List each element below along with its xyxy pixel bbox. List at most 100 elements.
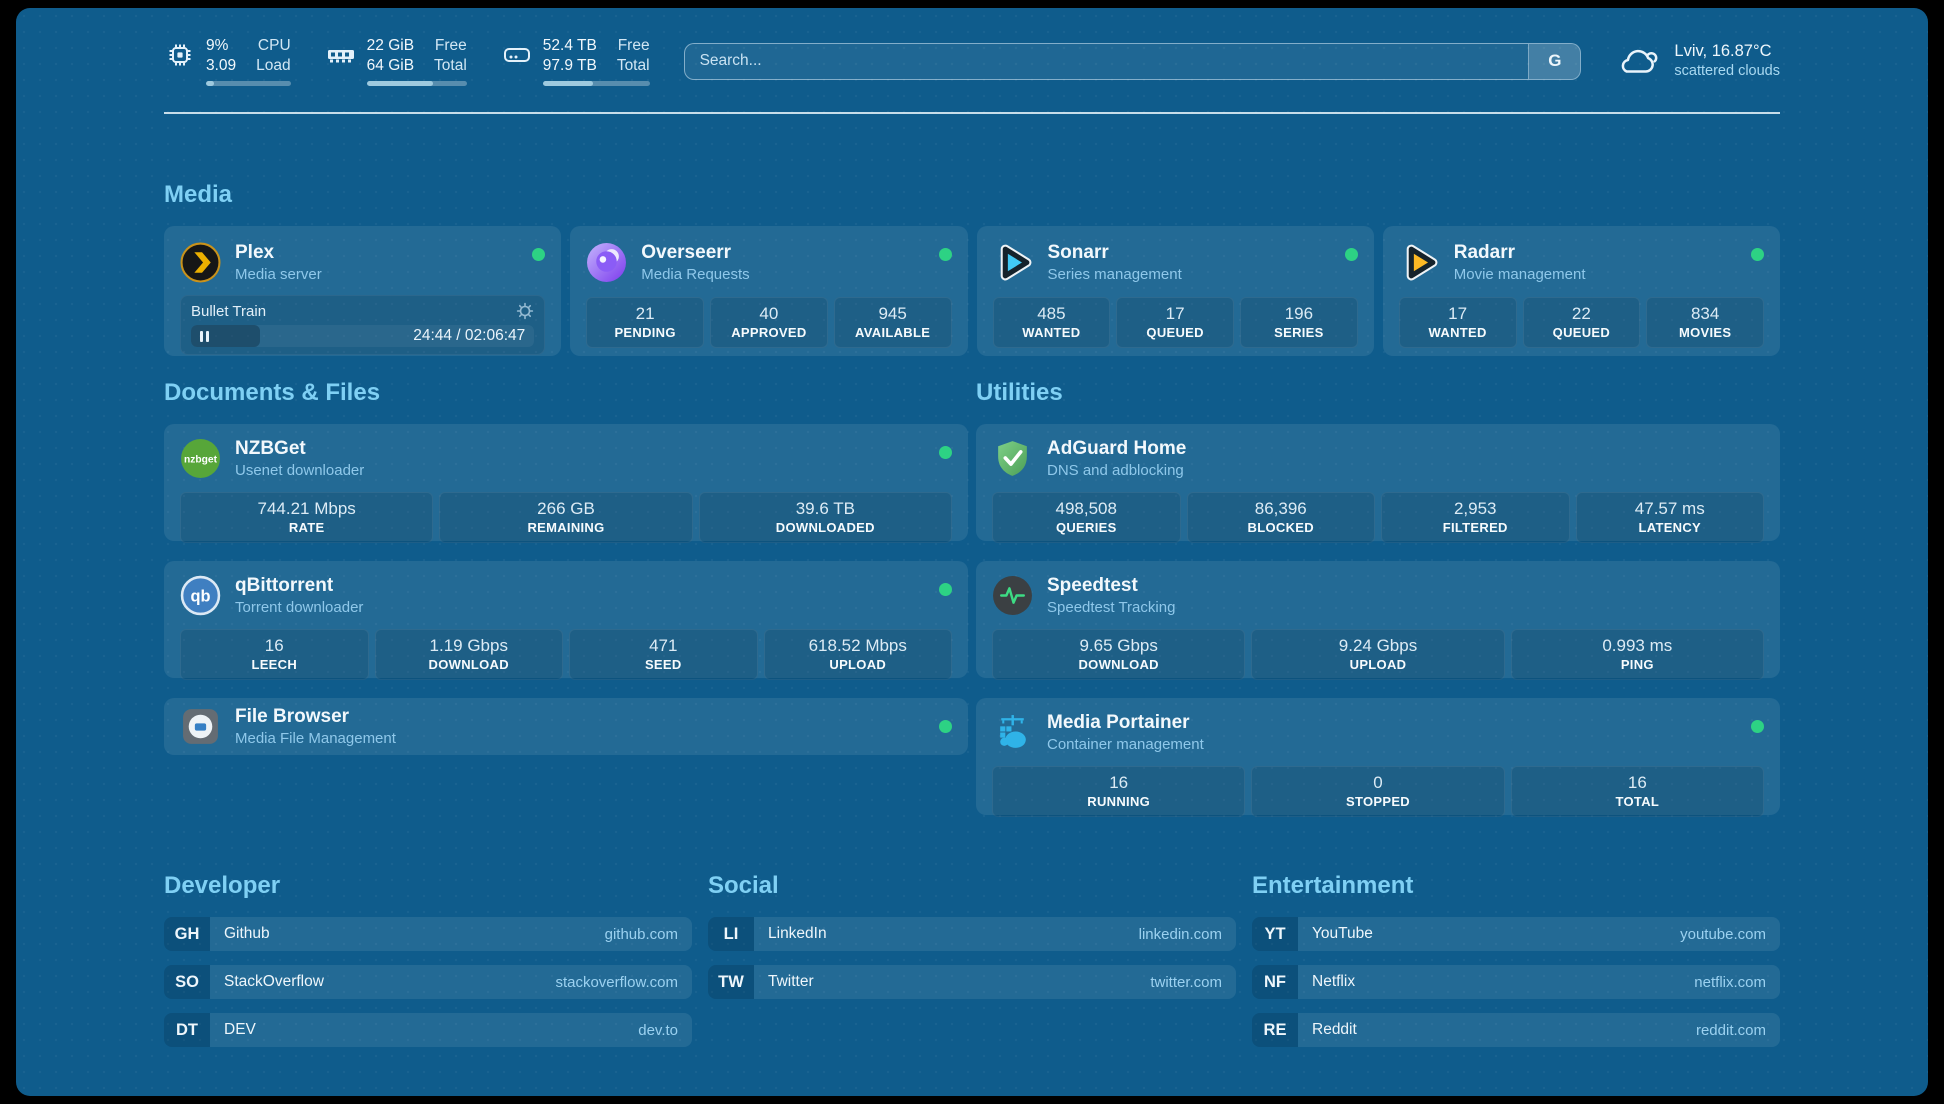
link-abbr: NF bbox=[1252, 965, 1298, 999]
stat-total: 16 TOTAL bbox=[1510, 766, 1764, 817]
cpu-usage-value: 9% bbox=[206, 37, 229, 54]
memory-free-label: Free bbox=[434, 37, 467, 54]
stat-rate: 744.21 Mbps RATE bbox=[180, 492, 434, 543]
stat-leech: 16 LEECH bbox=[180, 629, 369, 680]
section-social: Social LI LinkedIn linkedin.com TW Twitt… bbox=[708, 871, 1236, 999]
google-search-button[interactable]: G bbox=[1528, 43, 1581, 79]
utilities-section-title: Utilities bbox=[976, 379, 1063, 406]
stat-series: 196 SERIES bbox=[1240, 297, 1358, 348]
portainer-card[interactable]: Media Portainer Container management 16 … bbox=[976, 698, 1780, 817]
documents-section-title: Documents & Files bbox=[164, 379, 381, 406]
service-title: Overseerr bbox=[641, 242, 732, 263]
stat-pending: 21 PENDING bbox=[586, 297, 704, 348]
service-subtitle: DNS and adblocking bbox=[1047, 462, 1184, 479]
radarr-icon bbox=[1399, 242, 1440, 283]
stat-filtered: 2,953 FILTERED bbox=[1381, 492, 1570, 543]
filebrowser-card[interactable]: File Browser Media File Management bbox=[164, 698, 968, 755]
filebrowser-icon bbox=[180, 706, 221, 747]
service-title: File Browser bbox=[235, 706, 350, 727]
memory-icon bbox=[325, 39, 357, 71]
now-playing-title: Bullet Train bbox=[191, 302, 267, 320]
status-dot-online bbox=[938, 248, 952, 261]
service-subtitle: Series management bbox=[1047, 266, 1182, 283]
link-abbr: GH bbox=[164, 917, 210, 951]
link-url: linkedin.com bbox=[1138, 925, 1222, 943]
stat-queries: 498,508 QUERIES bbox=[992, 492, 1181, 543]
status-dot-online bbox=[1344, 248, 1358, 261]
playback-progress-fill bbox=[191, 325, 260, 347]
service-title: Plex bbox=[235, 242, 275, 263]
dashboard-window: 9% 3.09 CPU Load bbox=[16, 8, 1928, 1096]
overseerr-card[interactable]: Overseerr Media Requests 21 PENDING 40 A… bbox=[570, 226, 968, 356]
status-dot-online bbox=[1751, 720, 1764, 733]
nzbget-card[interactable]: nzbget NZBGet Usenet downloader 744.21 M… bbox=[164, 424, 968, 543]
link-row-twitter[interactable]: TW Twitter twitter.com bbox=[708, 965, 1236, 999]
link-row-stackoverflow[interactable]: SO StackOverflow stackoverflow.com bbox=[164, 965, 692, 999]
weather-condition: scattered clouds bbox=[1674, 63, 1780, 79]
service-title: Media Portainer bbox=[1047, 712, 1190, 733]
link-url: netflix.com bbox=[1694, 973, 1766, 991]
portainer-icon bbox=[992, 712, 1033, 753]
nzbget-icon: nzbget bbox=[180, 438, 221, 479]
memory-free-value: 22 GiB bbox=[366, 37, 415, 54]
svg-text:qb: qb bbox=[190, 588, 210, 606]
link-url: youtube.com bbox=[1680, 925, 1766, 943]
disk-free-label: Free bbox=[617, 37, 650, 54]
adguard-card[interactable]: AdGuard Home DNS and adblocking 498,508 … bbox=[976, 424, 1780, 543]
link-row-dev[interactable]: DT DEV dev.to bbox=[164, 1013, 692, 1047]
svg-text:nzbget: nzbget bbox=[184, 455, 218, 466]
plex-card[interactable]: Plex Media server Bullet Train bbox=[164, 226, 562, 356]
service-title: Speedtest bbox=[1047, 575, 1138, 596]
section-developer: Developer GH Github github.com SO StackO… bbox=[164, 871, 692, 1047]
service-subtitle: Container management bbox=[1047, 736, 1204, 753]
weather-widget: Lviv, 16.87°C scattered clouds bbox=[1615, 41, 1780, 81]
section-media: Media Plex Media server bbox=[164, 180, 1780, 356]
playback-progress-bar[interactable]: 24:44 / 02:06:47 bbox=[191, 325, 535, 347]
service-subtitle: Media server bbox=[235, 266, 322, 283]
stat-latency: 47.57 ms LATENCY bbox=[1575, 492, 1764, 543]
disk-stat-widget: 52.4 TB 97.9 TB Free Total bbox=[501, 36, 650, 86]
link-abbr: TW bbox=[708, 965, 754, 999]
stat-movies: 834 MOVIES bbox=[1646, 297, 1764, 348]
search-input[interactable] bbox=[684, 43, 1529, 79]
link-abbr: SO bbox=[164, 965, 210, 999]
qbittorrent-card[interactable]: qb qBittorrent Torrent downloader 16 LEE… bbox=[164, 561, 968, 680]
service-subtitle: Media File Management bbox=[235, 730, 396, 747]
developer-section-title: Developer bbox=[164, 872, 281, 899]
status-dot-online bbox=[1751, 248, 1764, 261]
link-row-netflix[interactable]: NF Netflix netflix.com bbox=[1252, 965, 1780, 999]
entertainment-section-title: Entertainment bbox=[1252, 872, 1414, 899]
radarr-card[interactable]: Radarr Movie management 17 WANTED 22 QUE… bbox=[1382, 226, 1780, 356]
link-abbr: LI bbox=[708, 917, 754, 951]
service-title: Sonarr bbox=[1047, 242, 1109, 263]
link-row-reddit[interactable]: RE Reddit reddit.com bbox=[1252, 1013, 1780, 1047]
link-abbr: RE bbox=[1252, 1013, 1298, 1047]
link-row-linkedin[interactable]: LI LinkedIn linkedin.com bbox=[708, 917, 1236, 951]
sonarr-card[interactable]: Sonarr Series management 485 WANTED 17 Q… bbox=[976, 226, 1374, 356]
link-name: StackOverflow bbox=[224, 973, 324, 990]
cpu-load-label: Load bbox=[256, 57, 291, 74]
stat-downloaded: 39.6 TB DOWNLOADED bbox=[698, 492, 952, 543]
link-url: stackoverflow.com bbox=[555, 973, 678, 991]
link-row-youtube[interactable]: YT YouTube youtube.com bbox=[1252, 917, 1780, 951]
disk-total-value: 97.9 TB bbox=[542, 57, 597, 74]
stat-ping: 0.993 ms PING bbox=[1510, 629, 1764, 680]
social-section-title: Social bbox=[708, 872, 779, 899]
link-name: Github bbox=[224, 925, 270, 942]
gear-icon[interactable] bbox=[516, 302, 534, 320]
pause-icon bbox=[200, 330, 209, 342]
status-dot-online bbox=[939, 720, 952, 733]
section-entertainment: Entertainment YT YouTube youtube.com NF … bbox=[1252, 871, 1780, 1047]
qbittorrent-icon: qb bbox=[180, 575, 221, 616]
cpu-stat-widget: 9% 3.09 CPU Load bbox=[164, 36, 291, 86]
link-name: Reddit bbox=[1312, 1021, 1357, 1038]
cpu-progress-bar bbox=[206, 81, 291, 86]
service-title: qBittorrent bbox=[235, 575, 334, 596]
cpu-icon bbox=[164, 39, 196, 71]
header-divider bbox=[164, 112, 1780, 114]
link-url: github.com bbox=[604, 925, 678, 943]
disk-icon bbox=[501, 39, 533, 71]
speedtest-card[interactable]: Speedtest Speedtest Tracking 9.65 Gbps D… bbox=[976, 561, 1780, 680]
stat-upload: 618.52 Mbps UPLOAD bbox=[763, 629, 952, 680]
link-row-github[interactable]: GH Github github.com bbox=[164, 917, 692, 951]
